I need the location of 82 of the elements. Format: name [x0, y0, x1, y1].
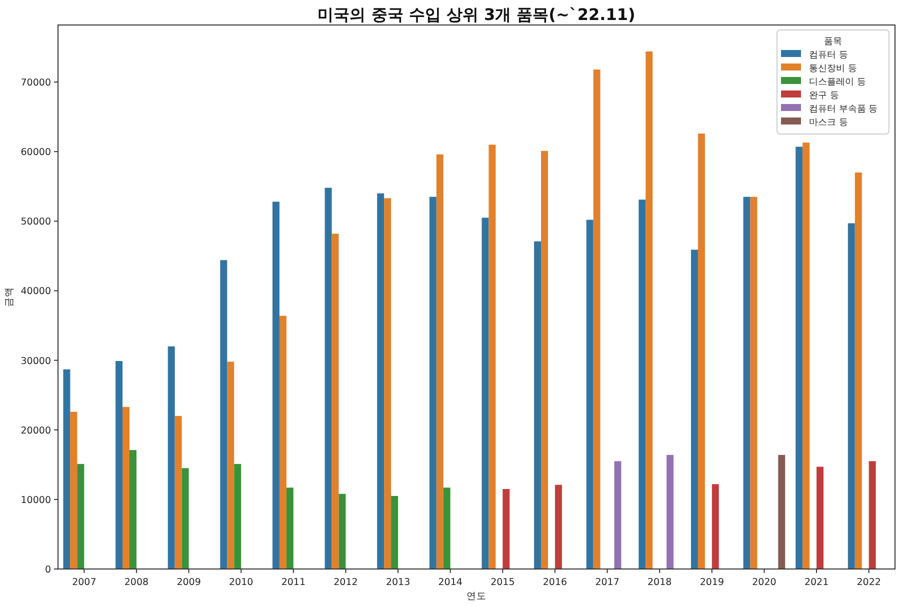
- bar: [338, 494, 346, 569]
- bar: [324, 188, 332, 569]
- x-tick-label: 2007: [72, 577, 96, 588]
- y-tick-label: 50000: [20, 216, 51, 228]
- bar: [541, 150, 548, 569]
- bar: [220, 260, 228, 569]
- bar: [848, 223, 855, 569]
- x-tick-label: 2010: [229, 577, 254, 588]
- legend-label: 마스크 등: [809, 118, 848, 128]
- y-tick-label: 60000: [20, 147, 51, 158]
- bar: [234, 464, 242, 569]
- bar: [638, 200, 646, 569]
- x-tick-label: 2009: [176, 577, 201, 588]
- bar: [502, 489, 510, 569]
- y-tick-label: 20000: [20, 425, 51, 436]
- bar: [129, 450, 136, 569]
- bar: [443, 488, 450, 569]
- bar: [868, 461, 876, 569]
- bar: [227, 362, 234, 569]
- bar: [63, 369, 70, 569]
- x-tick-label: 2017: [595, 577, 620, 588]
- bar: [750, 196, 758, 569]
- y-tick-label: 70000: [20, 78, 51, 89]
- x-tick-label: 2014: [438, 577, 462, 588]
- bar: [802, 142, 810, 569]
- legend-title: 품목: [824, 37, 842, 47]
- chart-title: 미국의 중국 수입 상위 3개 품목(~`22.11): [318, 5, 636, 24]
- bar: [436, 154, 444, 569]
- bar: [174, 416, 182, 569]
- bar: [77, 464, 84, 569]
- bar: [332, 234, 339, 569]
- bar: [272, 202, 280, 569]
- legend-label: 통신장비 등: [809, 64, 857, 74]
- bar: [666, 454, 674, 569]
- legend-label: 컴퓨터 등: [809, 50, 848, 60]
- x-tick-label: 2013: [386, 577, 410, 588]
- bar: [796, 146, 803, 569]
- bar: [482, 218, 489, 569]
- y-tick-label: 40000: [20, 286, 51, 298]
- y-tick-label: 0: [44, 564, 51, 576]
- bar: [743, 196, 750, 569]
- x-tick-label: 2022: [856, 577, 881, 588]
- bar: [279, 316, 286, 569]
- x-axis-title: 연도: [466, 591, 486, 602]
- x-tick-label: 2008: [124, 577, 149, 588]
- bar: [778, 454, 786, 569]
- legend-label: 디스플레이 등: [809, 78, 866, 88]
- bar: [488, 144, 496, 569]
- bar: [122, 406, 130, 569]
- bar: [116, 361, 123, 569]
- legend-label: 컴퓨터 부속품 등: [809, 104, 878, 114]
- x-tick-label: 2016: [542, 577, 568, 588]
- bar: [646, 51, 653, 569]
- bar: [586, 220, 594, 569]
- y-axis-title: 금액: [4, 287, 15, 307]
- bar: [712, 484, 719, 569]
- x-tick-label: 2012: [334, 577, 358, 588]
- bar: [182, 468, 189, 569]
- bar: [816, 466, 824, 569]
- x-tick-label: 2015: [490, 577, 515, 588]
- bar: [614, 461, 622, 569]
- x-tick-label: 2011: [281, 577, 306, 588]
- bar: [554, 484, 562, 569]
- bar: [377, 193, 384, 569]
- y-tick-label: 30000: [20, 356, 51, 367]
- x-tick-label: 2018: [648, 577, 672, 588]
- bar: [168, 346, 175, 569]
- bar: [690, 250, 698, 569]
- bar: [70, 412, 78, 569]
- bar: [429, 196, 436, 569]
- bar: [391, 496, 398, 569]
- bar: [854, 172, 862, 569]
- x-tick-label: 2021: [804, 577, 829, 588]
- bar: [698, 134, 705, 569]
- x-tick-label: 2019: [700, 577, 724, 588]
- bar: [534, 241, 542, 569]
- bar: [286, 488, 294, 569]
- bar: [384, 198, 392, 569]
- legend-label: 완구 등: [809, 91, 839, 101]
- x-tick-label: 2020: [752, 577, 776, 588]
- bar: [593, 70, 600, 569]
- y-tick-label: 10000: [20, 494, 51, 506]
